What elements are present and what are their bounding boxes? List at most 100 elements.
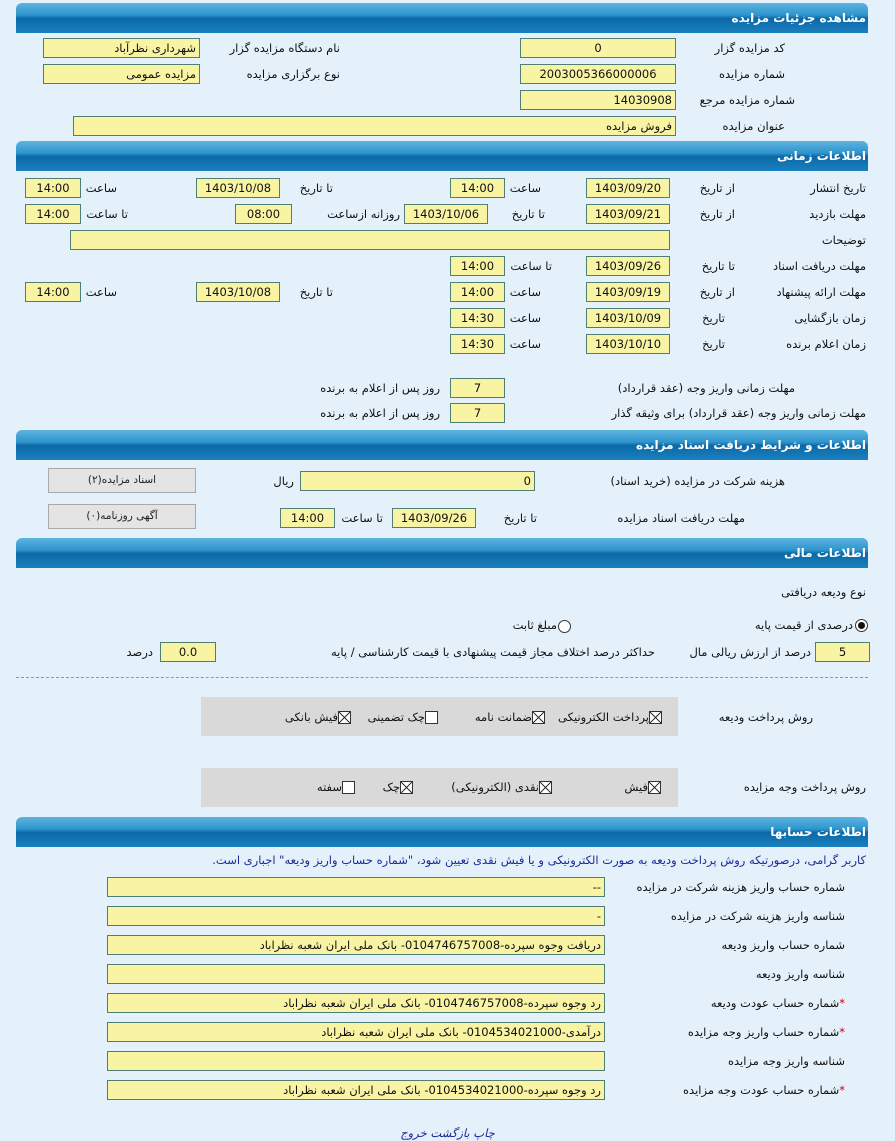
checkbox-deposit-electronic[interactable]	[649, 711, 662, 724]
label: زمان اعلام برنده	[786, 337, 866, 351]
checkbox-deposit-check[interactable]	[425, 711, 438, 724]
label-text: شماره حساب عودت ودیعه	[710, 996, 840, 1010]
account-row-field[interactable]	[107, 964, 605, 984]
label: نام دستگاه مزایده گزار	[229, 41, 340, 55]
label: ساعت	[509, 337, 541, 351]
label-text: شماره حساب واریز ودیعه	[721, 938, 845, 952]
account-row-field[interactable]: -	[107, 906, 605, 926]
auction-documents-button[interactable]: اسناد مزایده(۲)	[48, 468, 196, 493]
offer-to-time[interactable]: 14:00	[25, 282, 81, 302]
account-row-field[interactable]: رد وجوه سپرده-0104534021000- بانک ملی ای…	[107, 1080, 605, 1100]
publish-from-date[interactable]: 1403/09/20	[586, 178, 670, 198]
label: ضمانت نامه	[474, 710, 532, 724]
label: زمان بازگشایی	[794, 311, 866, 325]
account-row-label: شناسه واریز وجه مزایده	[728, 1054, 845, 1068]
label: پرداخت الکترونیکی	[558, 710, 649, 724]
radio-fixed[interactable]	[558, 620, 571, 633]
docs-to-date[interactable]: 1403/09/26	[586, 256, 670, 276]
label: فیش بانکی	[284, 710, 338, 724]
print-link[interactable]: چاپ	[473, 1126, 495, 1140]
max-diff-field[interactable]: 0.0	[160, 642, 216, 662]
visit-to-time[interactable]: 14:00	[25, 204, 81, 224]
label: تاریخ انتشار	[810, 181, 866, 195]
checkbox-deposit-bank-receipt[interactable]	[338, 711, 351, 724]
visit-daily-from-time[interactable]: 08:00	[235, 204, 292, 224]
account-row-field[interactable]	[107, 1051, 605, 1071]
label: شماره مزایده مرجع	[699, 93, 795, 107]
auctioneer-code-field[interactable]: 0	[520, 38, 676, 58]
checkbox-deposit-guarantee[interactable]	[532, 711, 545, 724]
visit-to-date[interactable]: 1403/10/06	[404, 204, 488, 224]
required-marker: *	[839, 996, 845, 1010]
label: مهلت دریافت اسناد مزایده	[617, 511, 745, 525]
label: مهلت زمانی واریز وجه (عقد قرارداد)	[617, 381, 795, 395]
account-row-label: *شماره حساب عودت ودیعه	[711, 996, 845, 1010]
reference-number-field[interactable]: 14030908	[520, 90, 676, 110]
offer-to-date[interactable]: 1403/10/08	[196, 282, 280, 302]
checkbox-pay-cash[interactable]	[539, 781, 552, 794]
label: ریال	[273, 474, 294, 488]
label: تا تاریخ	[299, 285, 333, 299]
label: حداکثر درصد اختلاف مجاز قیمت پیشنهادی با…	[330, 645, 655, 659]
label: هزینه شرکت در مزایده (خرید اسناد)	[610, 474, 786, 488]
offer-from-date[interactable]: 1403/09/19	[586, 282, 670, 302]
account-row-label: شماره حساب واریز ودیعه	[722, 938, 845, 952]
account-row-label: *شماره حساب عودت وجه مزایده	[683, 1083, 845, 1097]
label: نوع برگزاری مزایده	[246, 67, 340, 81]
label-text: شماره حساب واریز وجه مزایده	[687, 1025, 840, 1039]
label: تا تاریخ	[299, 181, 333, 195]
docs-deadline-time[interactable]: 14:00	[280, 508, 335, 528]
publish-to-time[interactable]: 14:00	[25, 178, 81, 198]
publish-from-time[interactable]: 14:00	[450, 178, 505, 198]
label: تاریخ	[702, 311, 725, 325]
checkbox-pay-check[interactable]	[400, 781, 413, 794]
checkbox-pay-receipt[interactable]	[648, 781, 661, 794]
auction-number-field[interactable]: 2003005366000006	[520, 64, 676, 84]
exit-link[interactable]: خروج	[400, 1126, 427, 1140]
account-row-field[interactable]: درآمدی-0104534021000- بانک ملی ایران شعب…	[107, 1022, 605, 1042]
label: روش پرداخت وجه مزایده	[743, 780, 866, 794]
label: ساعت	[85, 181, 117, 195]
winner-date[interactable]: 1403/10/10	[586, 334, 670, 354]
opening-time[interactable]: 14:30	[450, 308, 505, 328]
account-row-field[interactable]: دریافت وجوه سپرده-0104746757008- بانک مل…	[107, 935, 605, 955]
back-link[interactable]: بازگشت	[430, 1126, 470, 1140]
auction-title-field[interactable]: فروش مزایده	[73, 116, 676, 136]
label: توضیحات	[821, 233, 866, 247]
label: ساعت	[509, 311, 541, 325]
visit-from-date[interactable]: 1403/09/21	[586, 204, 670, 224]
label-text: شماره حساب عودت وجه مزایده	[683, 1083, 840, 1097]
label-text: شناسه واریز ودیعه	[755, 967, 845, 981]
auction-type-field[interactable]: مزایده عمومی	[43, 64, 200, 84]
checkbox-pay-promissory[interactable]	[342, 781, 355, 794]
account-row-field[interactable]: رد وجوه سپرده-0104746757008- بانک ملی ای…	[107, 993, 605, 1013]
label: ساعت	[85, 285, 117, 299]
publish-to-date[interactable]: 1403/10/08	[196, 178, 280, 198]
winner-time[interactable]: 14:30	[450, 334, 505, 354]
label: کد مزایده گزار	[714, 41, 785, 55]
radio-percent[interactable]	[855, 619, 868, 632]
label: درصدی از قیمت پایه	[754, 618, 853, 632]
label: تا ساعت	[86, 207, 128, 221]
docs-to-time[interactable]: 14:00	[450, 256, 505, 276]
label: مهلت زمانی واریز وجه (عقد قرارداد) برای …	[611, 406, 866, 420]
description-field[interactable]	[70, 230, 670, 250]
label: چک	[382, 780, 400, 794]
divider	[16, 677, 868, 678]
participation-fee-field[interactable]: 0	[300, 471, 535, 491]
account-row-label: شماره حساب واریز هزینه شرکت در مزایده	[637, 880, 845, 894]
label: ساعت	[509, 285, 541, 299]
docs-deadline-date[interactable]: 1403/09/26	[392, 508, 476, 528]
opening-date[interactable]: 1403/10/09	[586, 308, 670, 328]
payment-days-field[interactable]: 7	[450, 378, 505, 398]
account-row-field[interactable]: --	[107, 877, 605, 897]
organization-field[interactable]: شهرداری نظرآباد	[43, 38, 200, 58]
newspaper-ad-button[interactable]: آگهی روزنامه(۰)	[48, 504, 196, 529]
label: نقدی (الکترونیکی)	[451, 780, 539, 794]
offer-from-time[interactable]: 14:00	[450, 282, 505, 302]
footer-links: چاپ بازگشت خروج	[0, 1126, 895, 1140]
label: تا تاریخ	[511, 207, 545, 221]
guarantor-payment-days-field[interactable]: 7	[450, 403, 505, 423]
deposit-percent-field[interactable]: 5	[815, 642, 870, 662]
